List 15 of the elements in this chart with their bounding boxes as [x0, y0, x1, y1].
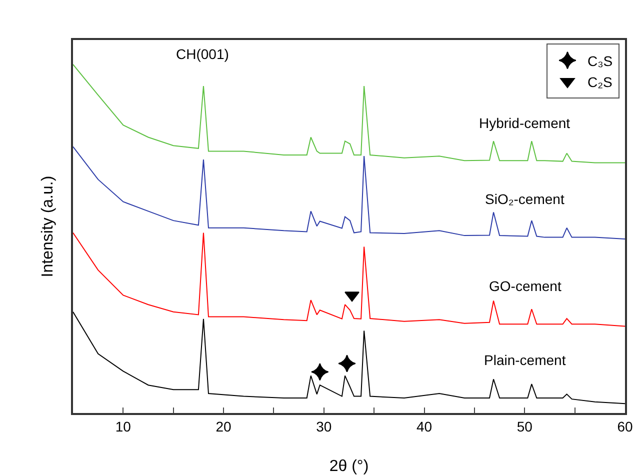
y-axis-title: Intensity (a.u.) — [40, 176, 57, 278]
x-axis-title: 2θ (°) — [329, 458, 369, 475]
x-tick-label: 40 — [416, 418, 432, 435]
text: CH(001) — [176, 46, 229, 62]
legend-label: C₂S — [587, 74, 612, 90]
series-label: SiO₂-cement — [485, 191, 564, 207]
x-tick-label: 30 — [316, 418, 332, 435]
x-tick-label: 20 — [216, 418, 232, 435]
legend-label: C₃S — [587, 52, 613, 69]
series-label: Plain-cement — [484, 352, 566, 368]
x-tick-label: 10 — [115, 418, 132, 435]
series-label: Hybrid-cement — [479, 115, 570, 131]
series-label: GO-cement — [489, 278, 562, 294]
x-tick-label: 50 — [516, 418, 533, 435]
x-tick-label: 60 — [617, 418, 633, 435]
